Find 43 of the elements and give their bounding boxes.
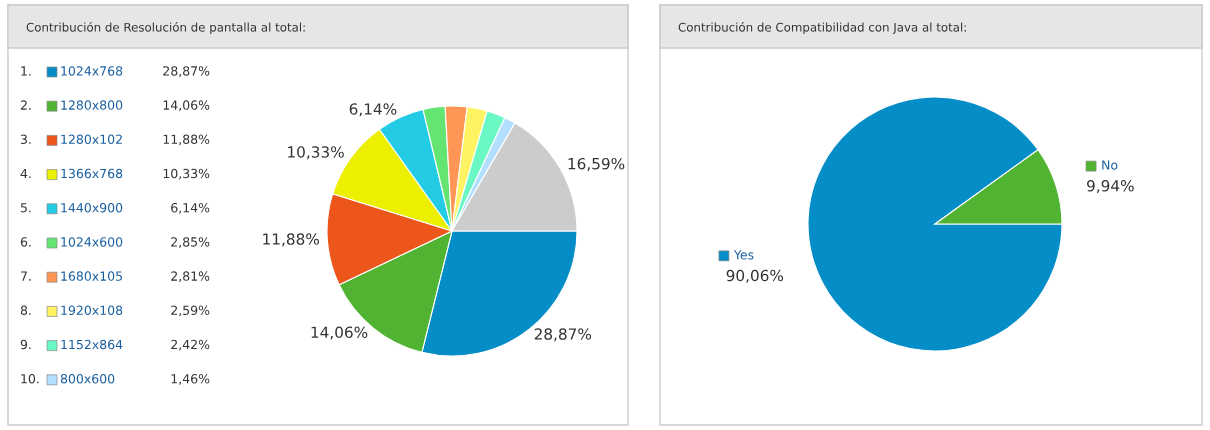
legend-label: 1366x768 <box>61 168 123 179</box>
legend-label: 1680x105 <box>61 271 122 281</box>
data-label: 2,42% <box>171 339 210 351</box>
text: 5. <box>20 203 31 213</box>
data-label: 9,94% <box>1087 180 1134 194</box>
text: 11,88% <box>163 134 210 146</box>
legend-label: 1920x108 <box>61 305 123 316</box>
pie-slice <box>807 96 1063 352</box>
legend-label: 1440x900 <box>61 202 123 213</box>
data-label: 1,46% <box>171 373 210 385</box>
text: 6,14% <box>171 202 210 214</box>
data-label: 2,81% <box>171 271 210 283</box>
legend-label: 1152x864 <box>61 339 123 350</box>
text: 14,06% <box>163 100 210 112</box>
chart-title: Contribución de Resolución de pantalla al total: <box>26 22 305 34</box>
text: 2. <box>20 100 31 110</box>
data-label: 14,06% <box>311 326 368 340</box>
text: 10,33% <box>163 168 210 180</box>
text: 3. <box>20 134 31 145</box>
legend-label: No <box>1102 160 1118 170</box>
data-label: 2,85% <box>171 237 210 248</box>
data-label: 10,33% <box>288 146 344 160</box>
text: 8. <box>20 305 31 316</box>
text: 10. <box>21 373 39 384</box>
data-label: 16,59% <box>568 157 625 172</box>
legend-label: Yes <box>733 250 754 260</box>
data-label: 90,06% <box>726 269 784 283</box>
text: 4. <box>20 168 31 179</box>
legend-label: 1280x800 <box>61 100 123 110</box>
legend-label: 1280x102 <box>61 134 122 145</box>
data-label: 28,87% <box>534 328 592 342</box>
text: 7. <box>21 271 31 281</box>
data-label: 6,14% <box>349 103 397 117</box>
chart-title: Contribución de Compatibilidad con Java al total: <box>678 22 966 34</box>
legend-label: 800x600 <box>60 373 115 384</box>
text: 9. <box>20 339 31 350</box>
legend-label: 1024x768 <box>61 66 123 76</box>
text: 28,87% <box>163 66 210 77</box>
legend-label: 1024x600 <box>61 237 123 247</box>
text: 6. <box>20 237 31 247</box>
data-label: 2,59% <box>171 305 210 317</box>
text: 1. <box>21 66 31 76</box>
data-label: 11,88% <box>263 233 319 247</box>
